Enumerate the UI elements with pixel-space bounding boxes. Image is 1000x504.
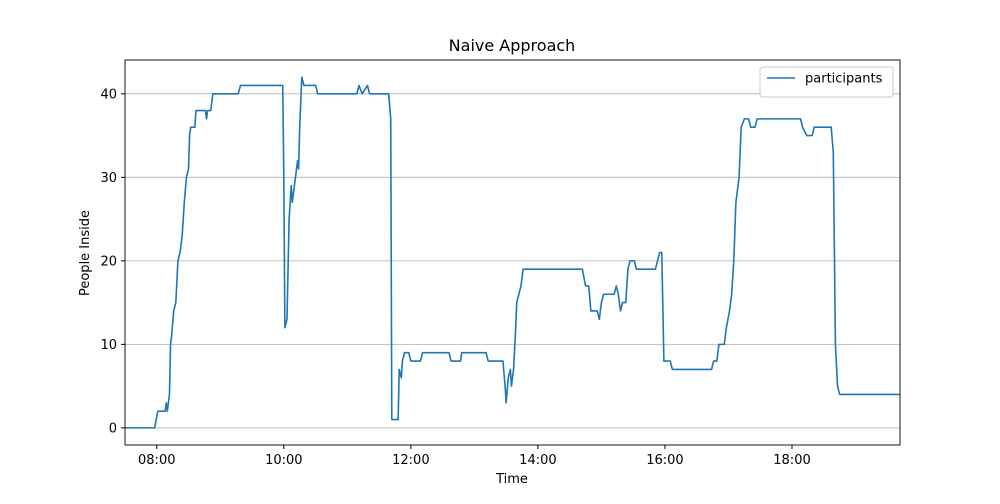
x-tick-label: 10:00 bbox=[265, 453, 302, 468]
x-tick-label: 16:00 bbox=[646, 453, 683, 468]
x-tick-label: 18:00 bbox=[773, 453, 810, 468]
data-line bbox=[125, 76, 900, 429]
plot-frame bbox=[124, 59, 901, 446]
x-tick-label: 14:00 bbox=[519, 453, 556, 468]
y-tick-label: 0 bbox=[109, 421, 117, 436]
x-tick-label: 12:00 bbox=[392, 453, 429, 468]
x-tick-label: 08:00 bbox=[138, 453, 175, 468]
y-tick-label: 40 bbox=[100, 87, 117, 102]
x-axis-label: Time bbox=[495, 472, 528, 487]
legend-box bbox=[759, 66, 894, 98]
legend: participants bbox=[759, 66, 894, 98]
y-tick-label: 30 bbox=[100, 171, 117, 186]
legend-label: participants bbox=[805, 72, 883, 87]
y-axis-label: People Inside bbox=[78, 210, 93, 296]
y-tick-label: 10 bbox=[100, 338, 117, 353]
y-tick-label: 20 bbox=[100, 254, 117, 269]
chart-title: Naive Approach bbox=[449, 36, 576, 55]
